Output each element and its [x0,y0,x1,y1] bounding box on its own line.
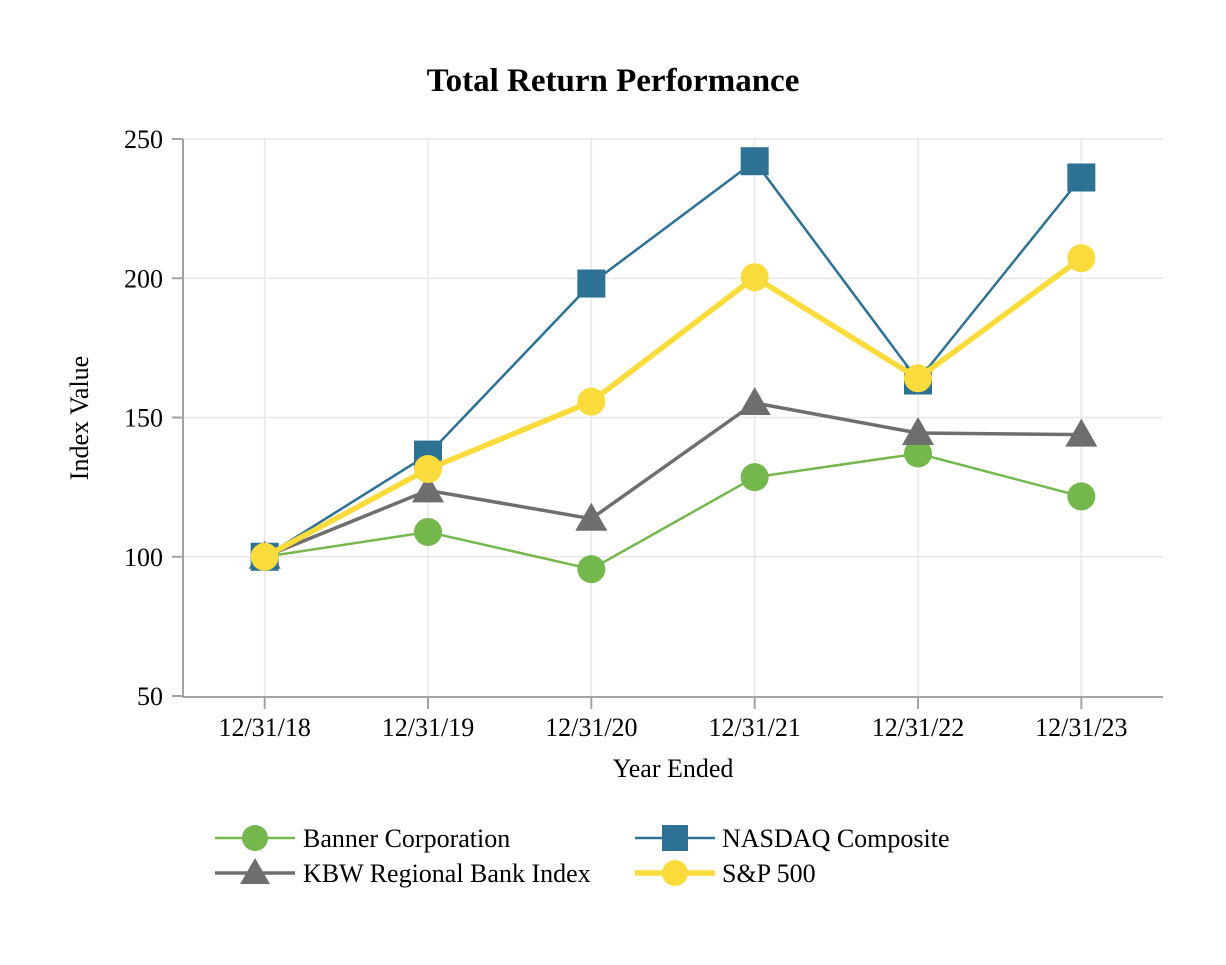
series-line-kbw-regional-bank-index [264,401,1082,559]
x-axis-title: Year Ended [613,754,734,783]
chart-title: Total Return Performance [427,63,800,99]
series-line-s-p-500 [263,255,1083,560]
series-line-banner-corporation [264,452,1082,571]
data-point-kbw-regional-bank-index-12-31-19 [412,474,444,503]
y-tick-label: 250 [124,125,163,154]
legend-label-s-p-500: S&P 500 [722,859,816,888]
data-point-kbw-regional-bank-index-12-31-20 [575,502,608,531]
data-series [248,147,1098,584]
legend: Banner Corporation KBW Regional Bank Inde… [215,824,950,888]
data-point-banner-corporation-12-31-22 [904,439,932,468]
series-nasdaq-composite [250,147,1096,571]
legend-marker-nasdaq-composite [662,825,688,851]
legend-marker-kbw-regional-bank-index [240,858,270,884]
x-tick-label: 12/31/22 [872,713,964,742]
y-tick-label: 100 [124,543,163,572]
data-point-banner-corporation-12-31-21 [740,463,769,492]
data-point-s-p-500-12-31-20 [577,387,606,416]
data-point-kbw-regional-bank-index-12-31-23 [1065,418,1098,447]
data-point-banner-corporation-12-31-23 [1067,482,1096,511]
y-tick-label: 200 [124,264,163,293]
legend-marker-s-p-500 [662,860,688,886]
x-tick-label: 12/31/21 [708,713,800,742]
data-point-s-p-500-12-31-19 [414,455,442,484]
legend-item-kbw-regional-bank-index: KBW Regional Bank Index [215,858,591,888]
legend-item-s-p-500: S&P 500 [635,859,816,888]
legend-item-banner-corporation: Banner Corporation [215,824,510,853]
data-point-s-p-500-12-31-22 [904,364,932,393]
data-point-nasdaq-composite-12-31-21 [740,147,769,176]
data-point-s-p-500-12-31-21 [740,263,769,292]
y-axis-title: Index Value [65,356,94,480]
data-point-s-p-500-12-31-18 [250,542,279,571]
data-point-kbw-regional-bank-index-12-31-21 [738,387,771,415]
series-s-p-500 [250,244,1096,571]
y-tick-label: 150 [124,404,163,433]
data-point-nasdaq-composite-12-31-20 [577,269,606,298]
legend-label-nasdaq-composite: NASDAQ Composite [722,824,950,853]
x-tick-label: 12/31/18 [218,713,310,742]
series-kbw-regional-bank-index [248,387,1098,569]
data-point-kbw-regional-bank-index-12-31-22 [902,417,934,445]
tick-labels: 50 100 150 200 250 12/31/18 12/31/19 12/31/20 12… [124,125,1128,742]
legend-label-kbw-regional-bank-index: KBW Regional Bank Index [303,859,591,888]
x-tick-label: 12/31/19 [382,713,474,742]
x-tick-label: 12/31/23 [1035,713,1127,742]
data-point-s-p-500-12-31-23 [1067,244,1096,273]
series-line-nasdaq-composite [264,159,1083,558]
data-point-banner-corporation-12-31-20 [577,555,606,584]
legend-marker-banner-corporation [242,825,268,851]
legend-item-nasdaq-composite: NASDAQ Composite [635,824,950,853]
data-point-banner-corporation-12-31-19 [414,517,442,546]
y-tick-label: 50 [137,682,163,711]
axes [172,138,1163,709]
data-point-nasdaq-composite-12-31-23 [1067,163,1096,192]
x-tick-label: 12/31/20 [545,713,637,742]
legend-label-banner-corporation: Banner Corporation [303,824,510,853]
